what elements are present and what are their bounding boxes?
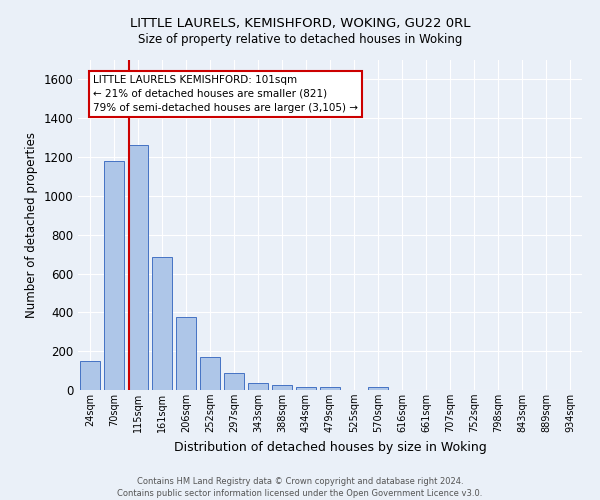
Text: Size of property relative to detached houses in Woking: Size of property relative to detached ho… (138, 32, 462, 46)
Bar (152, 257, 172, 390)
Text: LITTLE LAURELS KEMISHFORD: 101sqm
← 21% of detached houses are smaller (821)
79%: LITTLE LAURELS KEMISHFORD: 101sqm ← 21% … (93, 75, 358, 113)
Bar (272, 384, 292, 390)
X-axis label: Distribution of detached houses by size in Woking: Distribution of detached houses by size … (173, 440, 487, 454)
Bar (104, 161, 124, 390)
Bar (200, 357, 220, 390)
Y-axis label: Number of detached properties: Number of detached properties (25, 132, 38, 318)
Text: Contains HM Land Registry data © Crown copyright and database right 2024.
Contai: Contains HM Land Registry data © Crown c… (118, 476, 482, 498)
Bar (248, 382, 268, 390)
Bar (320, 387, 340, 390)
Bar (80, 361, 100, 390)
Bar (296, 386, 316, 390)
Bar (368, 387, 388, 390)
Bar (128, 146, 148, 390)
Bar (176, 317, 196, 390)
Text: LITTLE LAURELS, KEMISHFORD, WOKING, GU22 0RL: LITTLE LAURELS, KEMISHFORD, WOKING, GU22… (130, 18, 470, 30)
Bar (224, 372, 244, 390)
